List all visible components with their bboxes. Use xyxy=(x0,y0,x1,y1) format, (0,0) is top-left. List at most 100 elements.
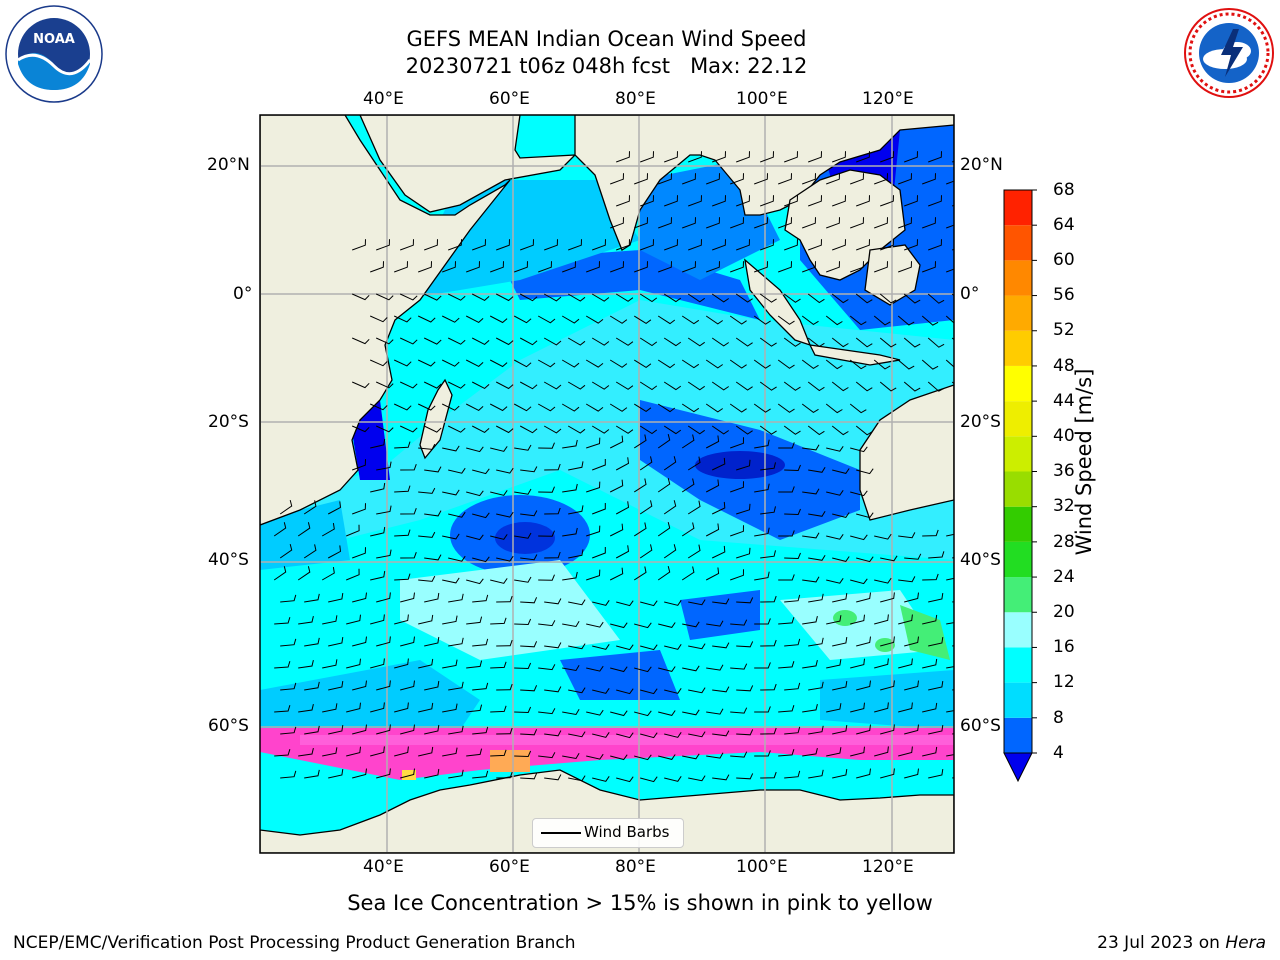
wind-barb xyxy=(712,774,730,781)
wind-barb xyxy=(609,567,624,581)
wind-barb xyxy=(831,381,849,392)
wind-barb xyxy=(778,442,795,449)
colorbar-tick-8: 8 xyxy=(1053,708,1064,728)
wind-barb xyxy=(352,592,367,603)
wind-barb xyxy=(778,217,792,229)
colorbar-tick-68: 68 xyxy=(1053,180,1075,200)
wind-barb xyxy=(831,293,849,304)
wind-barb xyxy=(394,746,409,757)
wind-barb xyxy=(400,768,415,779)
wind-barb xyxy=(351,337,370,345)
wind-barb xyxy=(826,534,844,540)
wind-barb xyxy=(424,510,442,517)
wind-barb xyxy=(832,637,848,647)
wind-barb xyxy=(664,776,682,782)
wind-barb xyxy=(928,681,944,691)
wind-barb xyxy=(802,444,820,451)
wind-barb xyxy=(609,435,624,449)
wind-barb xyxy=(874,746,889,757)
wind-barb xyxy=(705,435,720,449)
wind-barb xyxy=(657,359,676,369)
wind-barb xyxy=(544,686,562,693)
lon-label-top-40: 40°E xyxy=(363,89,404,109)
wind-barb xyxy=(856,239,870,251)
wind-barb xyxy=(465,315,484,324)
wind-barb xyxy=(754,439,770,449)
wind-barb xyxy=(514,261,528,273)
wind-barb xyxy=(448,681,464,691)
wind-barb xyxy=(802,488,820,495)
wind-barb xyxy=(922,217,936,229)
wind-barb xyxy=(591,293,610,302)
wind-barb xyxy=(904,680,919,691)
wind-barb xyxy=(471,381,490,390)
wind-barb xyxy=(346,524,360,537)
wind-barb xyxy=(682,261,696,273)
wind-barb xyxy=(298,615,314,625)
lon-label-bottom-100: 100°E xyxy=(736,857,788,877)
wind-barb xyxy=(370,438,386,449)
wind-barb xyxy=(682,709,700,716)
wind-barb xyxy=(448,769,464,779)
wind-barb xyxy=(496,239,510,251)
lat-label-left-40s: 40°S xyxy=(208,550,249,570)
antarctica-land xyxy=(260,769,954,853)
wind-barb xyxy=(807,425,825,436)
wind-barb xyxy=(351,425,370,433)
wind-barb xyxy=(544,774,562,781)
wind-barb xyxy=(711,457,726,471)
wind-barb xyxy=(850,702,865,713)
wind-barb xyxy=(730,437,744,449)
wind-barb xyxy=(376,724,391,735)
wind-barb xyxy=(544,551,561,559)
wind-barb xyxy=(658,622,676,628)
wind-barb xyxy=(832,468,850,474)
wind-barb xyxy=(921,315,939,326)
wind-barb xyxy=(538,620,556,627)
wind-barb xyxy=(778,749,795,757)
wind-barb xyxy=(681,434,695,449)
wind-barb xyxy=(304,593,320,603)
wind-barb xyxy=(777,359,795,369)
wind-barb xyxy=(610,217,624,229)
wind-barb xyxy=(898,658,913,669)
wind-barb xyxy=(801,403,819,414)
wind-barb xyxy=(850,658,865,669)
wind-barb xyxy=(562,483,578,493)
wind-barb xyxy=(850,446,868,453)
wind-barb xyxy=(634,754,652,761)
wind-barb xyxy=(568,775,586,782)
wind-barb xyxy=(328,725,344,735)
wind-barb xyxy=(922,702,938,713)
wind-barb xyxy=(561,359,580,368)
wind-barb xyxy=(418,702,434,713)
wind-barb xyxy=(898,576,916,583)
noaa-logo-icon: NOAA xyxy=(5,5,103,103)
wind-barb xyxy=(489,403,508,412)
wind-barb xyxy=(784,239,798,251)
wind-barb xyxy=(424,554,442,561)
wind-barb xyxy=(304,637,320,647)
wind-barb xyxy=(904,636,919,647)
wind-barb xyxy=(850,217,864,229)
wind-barb xyxy=(808,593,824,603)
wind-barb xyxy=(760,462,776,471)
wind-barb xyxy=(825,359,843,370)
wind-barb xyxy=(615,425,634,434)
wind-barb xyxy=(303,500,317,515)
wind-barb xyxy=(543,381,562,390)
wind-barb xyxy=(903,293,921,304)
wind-barb xyxy=(706,708,724,715)
wind-barb xyxy=(352,547,366,559)
wind-barb xyxy=(808,510,826,517)
wind-barb xyxy=(615,501,630,515)
wind-barb xyxy=(681,566,695,581)
wind-barb xyxy=(946,622,954,625)
colorbar-bin xyxy=(1004,401,1032,437)
wind-barb xyxy=(705,567,720,581)
wind-barb xyxy=(850,261,864,273)
wind-barb xyxy=(369,359,388,367)
wind-barb xyxy=(735,425,753,435)
wind-barb xyxy=(777,315,795,325)
